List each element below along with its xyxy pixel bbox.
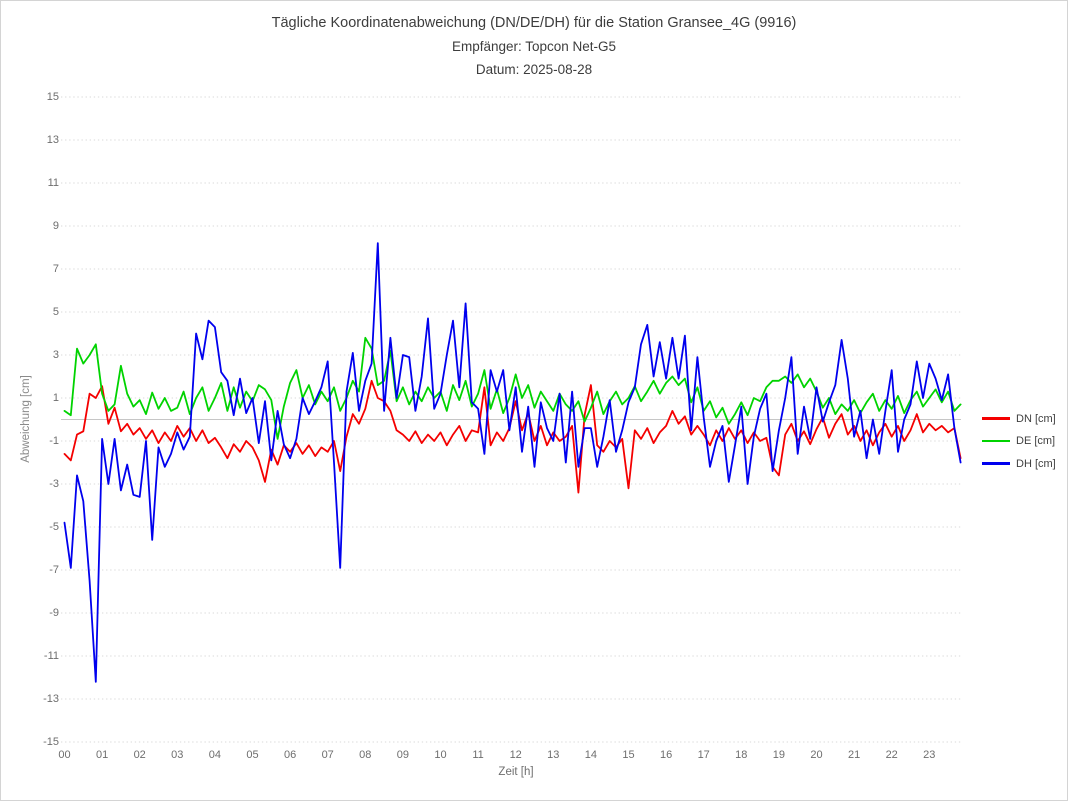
x-tick-label: 00 (58, 749, 71, 761)
legend-item-de: DE [cm] (982, 434, 1056, 449)
legend-label-dn: DN [cm] (1016, 412, 1056, 425)
legend-line-dn (982, 417, 1010, 420)
y-tick-label: -5 (49, 521, 59, 533)
y-tick-label: -1 (49, 435, 59, 447)
y-tick-label: 5 (52, 306, 59, 318)
legend-line-de (982, 439, 1010, 443)
series-line-de (63, 336, 962, 440)
legend-item-dh: DH [cm] (982, 456, 1056, 471)
x-tick-label: 05 (246, 749, 259, 761)
x-tick-label: 11 (472, 749, 484, 761)
chart-subtitle-date: Datum: 2025-08-28 (475, 62, 593, 77)
chart-title: Tägliche Koordinatenabweichung (DN/DE/DH… (271, 15, 797, 31)
y-tick-label: -9 (49, 607, 59, 619)
y-tick-label: 7 (52, 263, 59, 275)
x-tick-label: 01 (95, 749, 109, 761)
chart-subtitle-receiver: Empfänger: Topcon Net-G5 (451, 39, 617, 54)
title-block: Tägliche Koordinatenabweichung (DN/DE/DH… (1, 12, 1067, 81)
x-tick-label: 14 (584, 749, 598, 761)
x-tick-label: 09 (396, 749, 410, 761)
x-tick-label: 20 (810, 749, 823, 761)
x-tick-label: 16 (659, 749, 673, 761)
legend: DN [cm] DE [cm] DH [cm] (982, 411, 1056, 479)
legend-item-dn: DN [cm] (982, 411, 1056, 426)
x-tick-label: 15 (622, 749, 635, 761)
x-tick-label: 10 (434, 749, 447, 761)
x-tick-label: 19 (772, 749, 786, 761)
x-tick-label: 04 (208, 749, 222, 761)
x-axis-title: Zeit [h] (498, 766, 534, 778)
x-tick-label: 17 (697, 749, 710, 761)
y-axis-title: Abweichung [cm] (20, 375, 32, 463)
x-tick-label: 12 (509, 749, 522, 761)
x-tick-label: 07 (321, 749, 334, 761)
y-tick-label: -13 (43, 693, 59, 705)
y-tick-label: -15 (43, 736, 59, 748)
y-tick-label: -11 (43, 650, 59, 662)
x-tick-label: 06 (283, 749, 297, 761)
y-tick-label: 1 (52, 392, 59, 404)
x-tick-label: 08 (359, 749, 372, 761)
series-line-dh (63, 242, 962, 683)
y-tick-label: 13 (46, 134, 59, 146)
legend-label-dh: DH [cm] (1016, 457, 1056, 470)
y-tick-label: 9 (52, 220, 59, 232)
legend-line-dh (982, 462, 1010, 465)
legend-label-de: DE [cm] (1016, 435, 1056, 447)
y-tick-label: -3 (49, 478, 59, 490)
x-tick-label: 02 (133, 749, 146, 761)
y-tick-label: -7 (49, 564, 59, 576)
x-tick-label: 23 (923, 749, 936, 761)
y-tick-label: 15 (46, 91, 59, 103)
x-tick-label: 13 (547, 749, 560, 761)
x-tick-label: 18 (735, 749, 748, 761)
x-tick-label: 21 (847, 749, 861, 761)
y-tick-label: 11 (47, 177, 59, 189)
y-tick-label: 3 (52, 349, 59, 361)
x-tick-label: 03 (171, 749, 184, 761)
x-tick-label: 22 (885, 749, 898, 761)
